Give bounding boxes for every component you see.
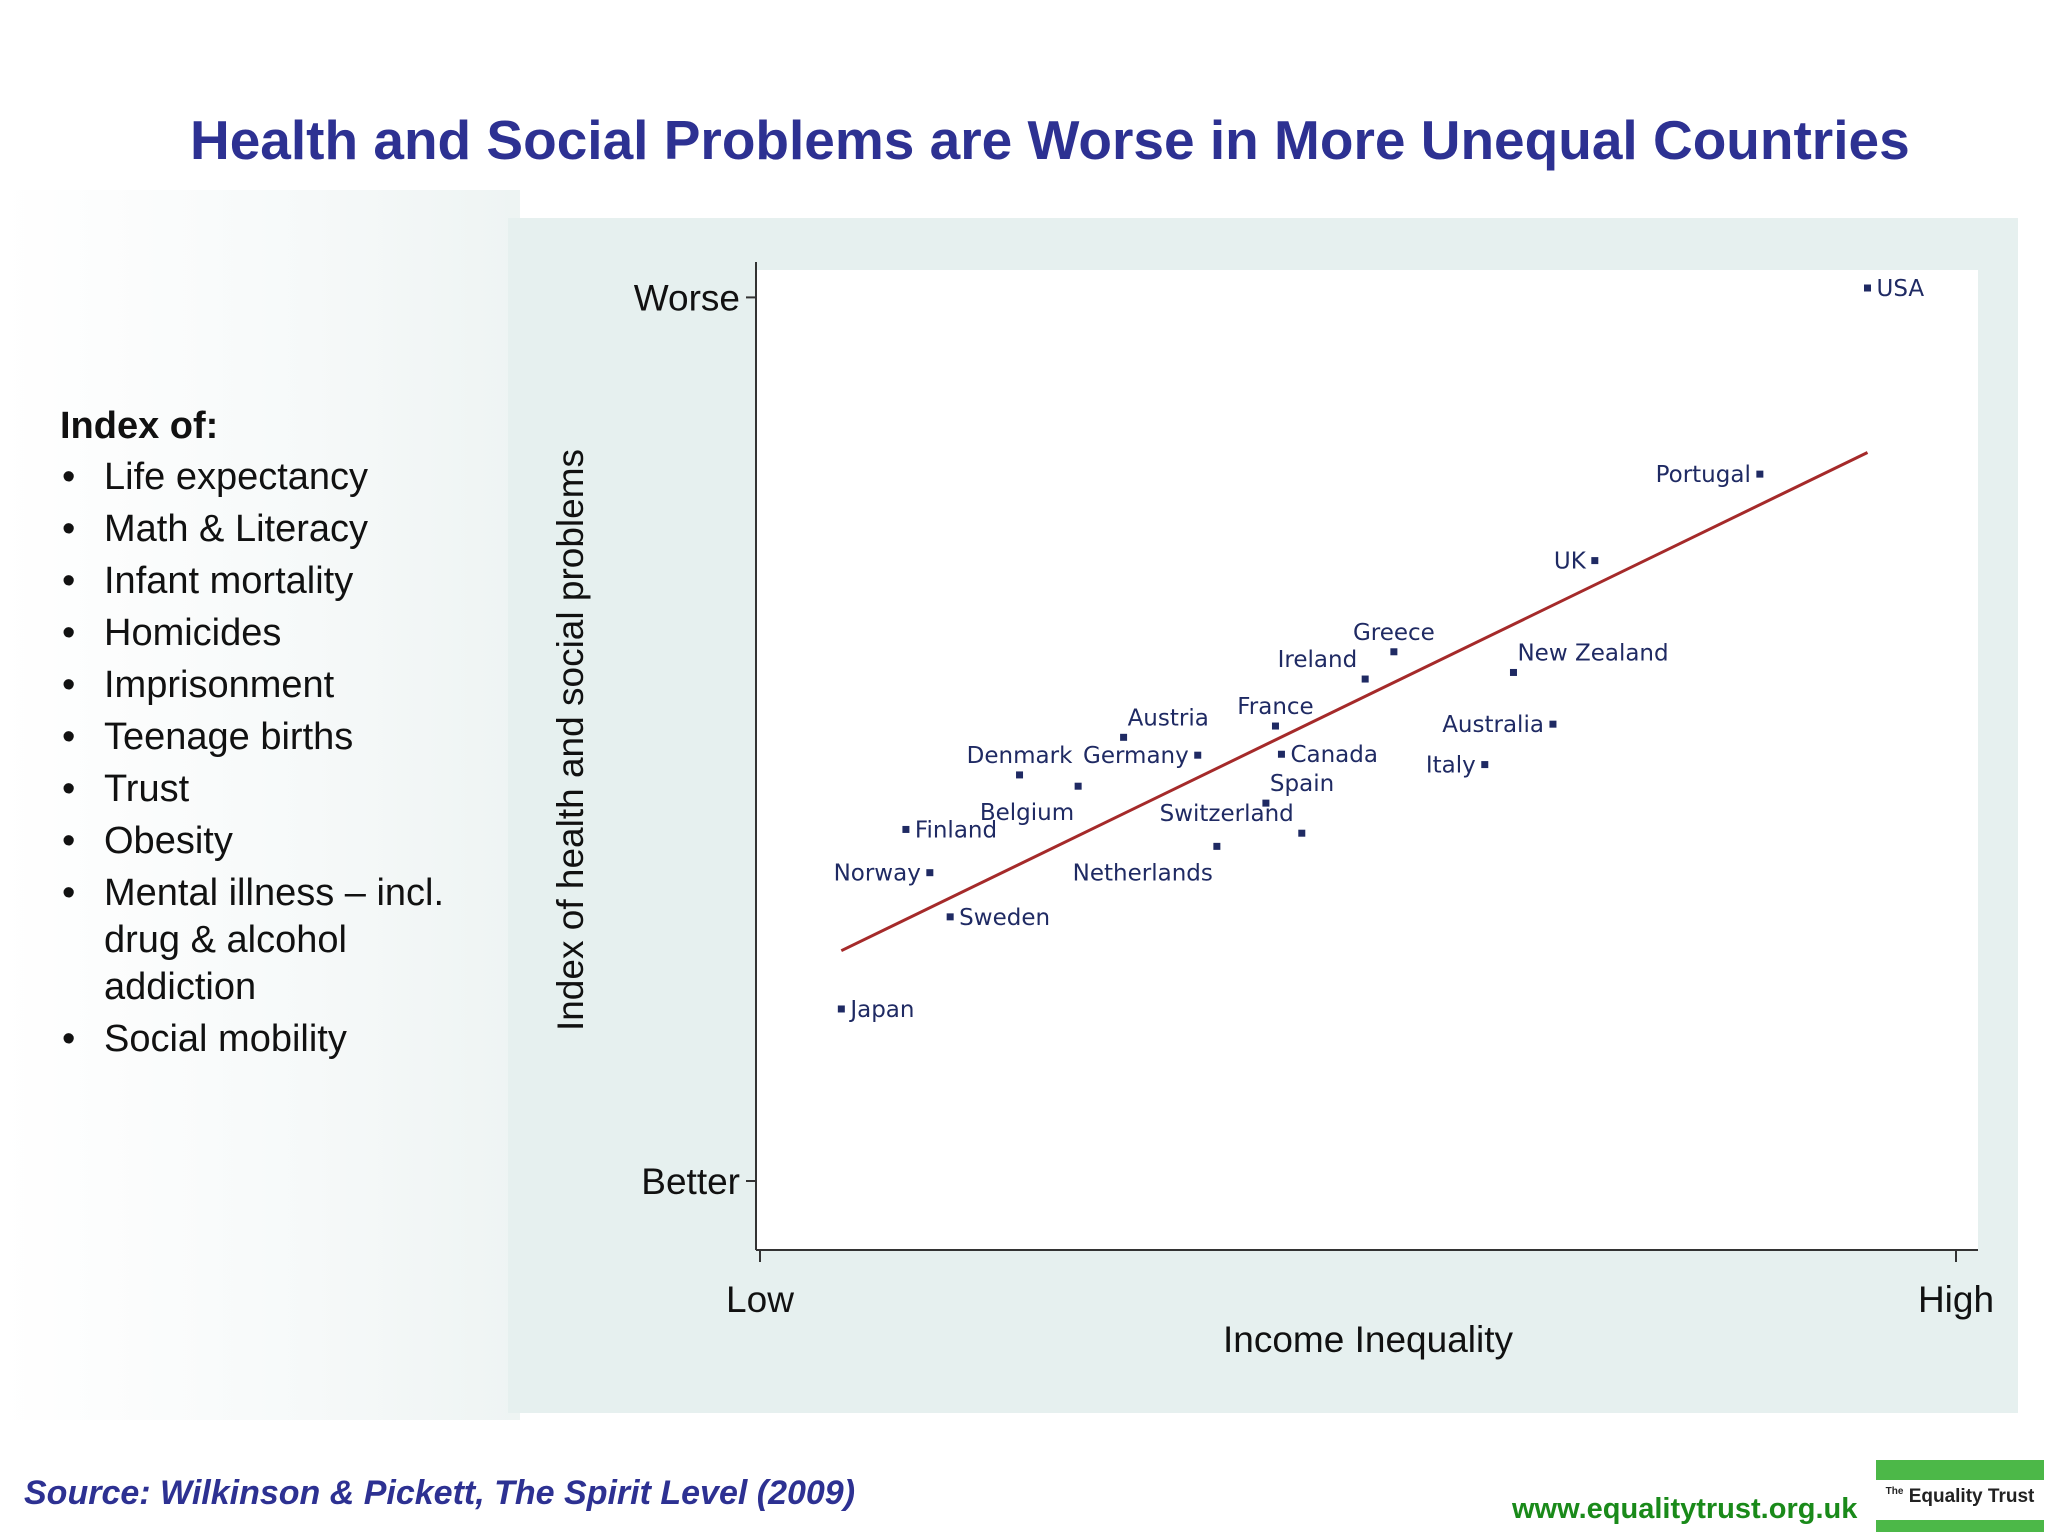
bullet-icon: • — [62, 768, 76, 810]
data-point — [837, 1005, 845, 1013]
legend-item: • Imprisonment — [60, 662, 500, 709]
trend-line — [840, 451, 1869, 953]
point-label: Italy — [1426, 753, 1476, 779]
data-point — [1361, 675, 1369, 683]
bullet-icon: • — [62, 1018, 76, 1060]
data-point — [1120, 733, 1128, 741]
legend-item: • Teenage births — [60, 714, 500, 761]
data-point — [926, 869, 934, 877]
data-point — [1271, 722, 1279, 730]
bullet-icon: • — [62, 820, 76, 862]
data-point — [1194, 751, 1202, 759]
legend-item-label: Mental illness – incl. drug & alcohol ad… — [104, 872, 445, 1008]
legend-item: • Mental illness – incl. drug & alcohol a… — [60, 870, 500, 1011]
point-label: New Zealand — [1517, 640, 1668, 666]
point-label: Finland — [915, 817, 997, 843]
data-point — [1298, 829, 1306, 837]
legend-item: • Trust — [60, 766, 500, 813]
point-label: USA — [1876, 276, 1924, 302]
bullet-icon: • — [62, 716, 76, 758]
point-label: UK — [1554, 549, 1587, 575]
data-point — [902, 825, 910, 833]
website-link[interactable]: www.equalitytrust.org.uk — [1512, 1493, 1858, 1525]
legend-item: • Obesity — [60, 818, 500, 865]
logo-small-text: The — [1885, 1486, 1904, 1497]
page-title: Health and Social Problems are Worse in … — [190, 109, 1910, 171]
legend-item: • Social mobility — [60, 1016, 500, 1063]
legend-item: • Math & Literacy — [60, 506, 500, 553]
source-citation: Source: Wilkinson & Pickett, The Spirit … — [24, 1474, 856, 1512]
point-label: Denmark — [967, 743, 1073, 769]
chart-panel: Better Worse Low High Income Inequality Index… — [508, 218, 2018, 1413]
y-axis-title: Index of health and social problems — [550, 449, 591, 1031]
legend-item-label: Imprisonment — [104, 664, 335, 706]
x-tick-label: High — [1918, 1279, 1994, 1320]
point-label: Sweden — [959, 905, 1050, 931]
data-point — [1863, 284, 1871, 292]
legend-list: • Life expectancy • Math & Literacy • Infan… — [60, 454, 500, 1063]
point-label: Canada — [1290, 742, 1378, 768]
legend-item: • Homicides — [60, 610, 500, 657]
point-label: Switzerland — [1160, 801, 1294, 827]
point-label: Germany — [1083, 743, 1189, 769]
data-point — [1074, 782, 1082, 790]
point-label: Japan — [848, 997, 914, 1023]
scatter-chart: Better Worse Low High Income Inequality Index… — [550, 262, 1994, 1360]
point-label: France — [1237, 694, 1313, 720]
point-label: Greece — [1353, 620, 1435, 646]
legend-item-label: Obesity — [104, 820, 233, 862]
legend-item: • Infant mortality — [60, 558, 500, 605]
legend-item-label: Infant mortality — [104, 560, 354, 602]
data-point — [1756, 470, 1764, 478]
legend-item: • Life expectancy — [60, 454, 500, 501]
y-tick-label: Better — [641, 1161, 740, 1202]
data-point — [1016, 771, 1024, 779]
data-point — [1390, 648, 1398, 656]
equality-trust-logo: The Equality Trust — [1876, 1460, 2044, 1532]
data-point — [1591, 557, 1599, 565]
bullet-icon: • — [62, 664, 76, 706]
data-point — [1213, 842, 1221, 850]
data-point — [1262, 799, 1270, 807]
point-label: Australia — [1442, 712, 1544, 738]
point-label: Spain — [1270, 771, 1334, 797]
y-tick-label: Worse — [634, 277, 740, 318]
bullet-icon: • — [62, 612, 76, 654]
index-legend: Index of: • Life expectancy • Math & Liter… — [60, 405, 500, 1068]
point-label: Norway — [834, 861, 921, 887]
page-background — [0, 190, 520, 1420]
point-label: Ireland — [1278, 647, 1358, 673]
bullet-icon: • — [62, 872, 76, 914]
data-point — [1509, 668, 1517, 676]
bullet-icon: • — [62, 560, 76, 602]
plot-area — [756, 270, 1978, 1250]
legend-item-label: Social mobility — [104, 1018, 347, 1060]
legend-item-label: Trust — [104, 768, 190, 810]
legend-item-label: Homicides — [104, 612, 282, 654]
x-tick-label: Low — [726, 1279, 794, 1320]
point-label: Portugal — [1656, 462, 1751, 488]
logo-name: Equality Trust — [1908, 1486, 2035, 1507]
x-axis-title: Income Inequality — [1223, 1319, 1514, 1360]
data-point — [1549, 720, 1557, 728]
legend-heading: Index of: — [60, 405, 219, 447]
legend-item-label: Life expectancy — [104, 456, 369, 498]
legend-item-label: Math & Literacy — [104, 508, 368, 550]
point-label: Netherlands — [1073, 860, 1213, 886]
bullet-icon: • — [62, 456, 76, 498]
logo-text: The Equality Trust — [1876, 1486, 2044, 1508]
data-point — [946, 913, 954, 921]
legend-item-label: Teenage births — [104, 716, 354, 758]
point-label: Austria — [1128, 705, 1209, 731]
data-point — [1481, 761, 1489, 769]
bullet-icon: • — [62, 508, 76, 550]
data-point — [1277, 750, 1285, 758]
point-label: Belgium — [980, 800, 1074, 826]
